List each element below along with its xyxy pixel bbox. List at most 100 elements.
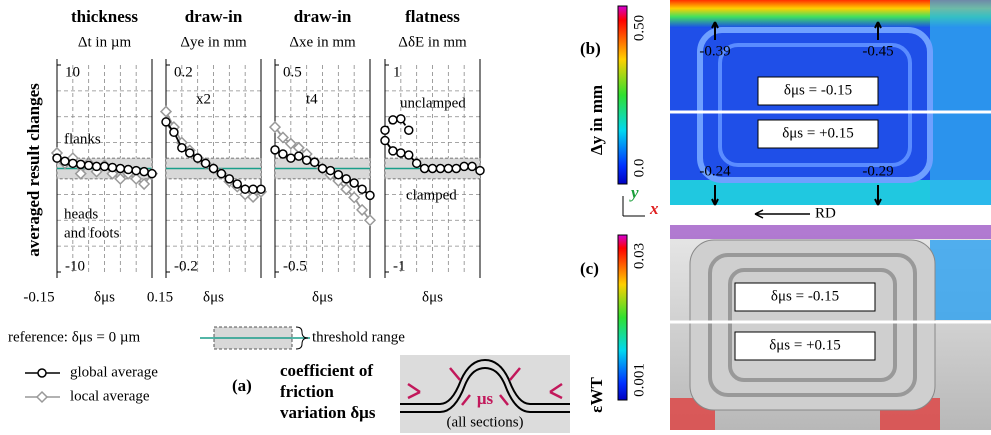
marker [476, 167, 484, 175]
marker [413, 159, 421, 167]
colorbar-max: 0.03 [631, 243, 647, 269]
marker [69, 159, 77, 167]
y-tick-label: 1 [393, 64, 401, 80]
edge [670, 225, 991, 239]
y-tick-label: -0.2 [174, 258, 198, 274]
colorbar-max: 0.50 [631, 15, 647, 41]
y-tick-label: -1 [393, 258, 406, 274]
marker [460, 162, 468, 170]
caption: friction [280, 382, 334, 401]
marker [140, 168, 148, 176]
y-tick-label: -10 [65, 258, 85, 274]
x-tick-label: -0.15 [23, 289, 54, 305]
marker [358, 185, 366, 193]
chart-title: flatness [405, 7, 460, 26]
marker [452, 165, 460, 173]
x-axis-label: δμs [422, 289, 443, 305]
marker [381, 126, 389, 134]
marker [381, 137, 389, 145]
marker [389, 147, 397, 155]
annotation: unclamped [400, 95, 466, 111]
box-label: δμs = +0.15 [769, 337, 841, 353]
y-tick-label: 10 [65, 64, 80, 80]
colorbar-min: 0.0 [631, 159, 647, 178]
marker [53, 154, 61, 162]
marker [334, 171, 342, 179]
y-tick-label: 0.5 [283, 64, 302, 80]
legend-marker [37, 392, 47, 402]
x-tick-label: 0.15 [147, 289, 173, 305]
annotation: clamped [406, 187, 457, 203]
marker [186, 149, 194, 157]
marker [405, 126, 413, 134]
field-right [930, 0, 991, 205]
x-axis-label: δμs [312, 289, 333, 305]
marker [161, 107, 171, 117]
y-tick-label: 0.2 [174, 64, 193, 80]
axis-y: y [629, 183, 639, 202]
marker [61, 157, 69, 165]
legend-entry: local average [70, 388, 150, 404]
marker [303, 156, 311, 164]
x-axis-label: δμs [94, 289, 115, 305]
annotation: heads [64, 206, 98, 222]
marker [295, 152, 303, 160]
marker [397, 115, 405, 123]
box-label: δμs = -0.15 [771, 288, 839, 304]
x-axis-label: δμs [203, 289, 224, 305]
colorbar-title: Δy in mm [587, 85, 606, 155]
marker [108, 163, 116, 171]
marker [116, 165, 124, 173]
legend-marker [38, 369, 46, 377]
chart-title: draw-in [294, 7, 352, 26]
marker [311, 158, 319, 166]
caption: coefficient of [280, 361, 373, 380]
chart-subtitle: Δye in mm [180, 34, 247, 50]
colorbar [618, 235, 627, 400]
marker [233, 180, 241, 188]
marker [287, 154, 295, 162]
panel-label: (a) [232, 376, 252, 395]
marker [350, 179, 358, 187]
marker [405, 151, 413, 159]
marker [366, 191, 374, 199]
marker [249, 185, 257, 193]
marker [124, 166, 132, 174]
value-label: -0.45 [862, 43, 893, 59]
y-tick-label: -0.5 [283, 258, 307, 274]
axis-x: x [649, 199, 659, 218]
legend-entry: global average [70, 364, 158, 380]
value-label: -0.39 [699, 43, 730, 59]
marker [444, 165, 452, 173]
rd-arrow [755, 210, 810, 218]
marker [225, 175, 233, 183]
chart-subtitle: Δxe in mm [289, 34, 356, 50]
colorbar-min: 0.001 [631, 363, 647, 397]
figure: averaged result changes reference: δμs =… [0, 0, 991, 435]
chart-subtitle: ΔδE in mm [398, 34, 467, 50]
marker [279, 150, 287, 158]
value-label: -0.29 [862, 163, 893, 179]
marker [436, 165, 444, 173]
marker [170, 128, 178, 136]
annotation: and foots [64, 225, 120, 241]
marker [85, 161, 93, 169]
marker [77, 160, 85, 168]
marker [241, 185, 249, 193]
box-label: δμs = +0.15 [782, 125, 854, 141]
friction-sketch: μs (all sections) [400, 355, 570, 433]
marker [397, 149, 405, 157]
marker [178, 144, 186, 152]
marker [148, 170, 156, 178]
panel-label: (c) [580, 259, 599, 278]
marker [326, 167, 334, 175]
edge [930, 240, 991, 320]
box-label: δμs = -0.15 [784, 82, 852, 98]
marker [217, 170, 225, 178]
marker [202, 159, 210, 167]
reference-label: reference: δμs = 0 µm [8, 329, 140, 345]
annotation: flanks [64, 131, 101, 147]
direction-label: RD [815, 205, 836, 221]
marker [210, 165, 218, 173]
annotation: t4 [306, 91, 318, 107]
